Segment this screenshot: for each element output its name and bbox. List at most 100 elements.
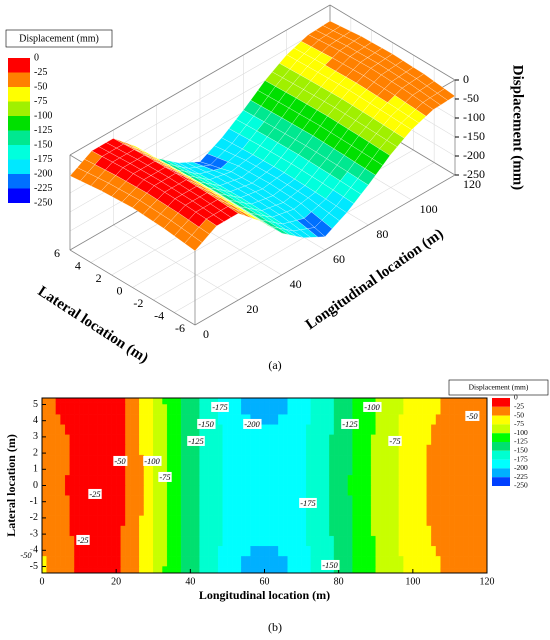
contour-cell bbox=[51, 475, 57, 486]
legend-label: -25 bbox=[34, 67, 47, 78]
contour-cell bbox=[398, 535, 404, 547]
contour-cell bbox=[306, 402, 312, 405]
contour-cell bbox=[139, 485, 145, 496]
contour-cell bbox=[426, 475, 432, 486]
contour-cell bbox=[106, 401, 112, 404]
contour-cell bbox=[273, 569, 279, 572]
contour-cell bbox=[115, 485, 122, 496]
contour-cell bbox=[64, 556, 71, 567]
contour-cell bbox=[60, 414, 66, 425]
contour-cell bbox=[421, 399, 427, 402]
contour-cell bbox=[445, 399, 451, 402]
contour-label-bg bbox=[211, 401, 229, 412]
contour-cell bbox=[347, 465, 353, 476]
contour-cell bbox=[125, 495, 131, 506]
contour-cell bbox=[407, 399, 414, 402]
contour-cell bbox=[162, 401, 168, 404]
contour-cell bbox=[329, 485, 335, 496]
contour-cell bbox=[435, 525, 441, 537]
contour-cell bbox=[389, 569, 395, 572]
contour-cell bbox=[208, 569, 214, 572]
contour-cell bbox=[268, 424, 274, 436]
contour-cell bbox=[264, 465, 270, 476]
contour-cell bbox=[148, 495, 154, 506]
contour-cell bbox=[162, 399, 168, 402]
contour-cell bbox=[102, 454, 108, 466]
contour-cell bbox=[148, 535, 154, 547]
contour-cell bbox=[403, 424, 409, 436]
contour-cell bbox=[403, 546, 409, 557]
contour-cell bbox=[454, 566, 460, 569]
contour-cell bbox=[329, 525, 335, 537]
contour-cell bbox=[273, 485, 279, 496]
contour-cell bbox=[134, 444, 140, 456]
contour-cell bbox=[180, 401, 186, 404]
contour-cell bbox=[287, 401, 293, 404]
contour-cell bbox=[83, 505, 89, 517]
contour-cell bbox=[292, 444, 298, 456]
contour-cell bbox=[268, 525, 274, 537]
contour-cell bbox=[389, 465, 395, 476]
contour-cell bbox=[222, 485, 228, 496]
contour-cell bbox=[338, 525, 344, 537]
contour-cell bbox=[64, 465, 71, 476]
contour-cell bbox=[287, 567, 293, 570]
contour-cell bbox=[310, 424, 316, 436]
contour-cell bbox=[472, 569, 478, 572]
contour-cell bbox=[213, 485, 219, 496]
contour-cell bbox=[333, 444, 339, 456]
contour-cell bbox=[92, 535, 98, 547]
contour-cell bbox=[190, 505, 196, 517]
contour-cell bbox=[125, 465, 131, 476]
contour-cell bbox=[125, 515, 131, 527]
contour-cell bbox=[468, 556, 474, 567]
contour-cell bbox=[153, 546, 159, 557]
contour-cell bbox=[398, 444, 404, 456]
contour-cell bbox=[384, 566, 390, 569]
contour-cell bbox=[306, 424, 312, 436]
contour-cell bbox=[125, 556, 131, 567]
contour-cell bbox=[426, 424, 432, 436]
contour-cell bbox=[199, 454, 205, 466]
contour-cell bbox=[204, 569, 210, 572]
contour-cell bbox=[472, 567, 478, 570]
contour-cell bbox=[245, 546, 251, 557]
contour-cell bbox=[417, 399, 423, 402]
contour-cell bbox=[111, 495, 117, 506]
contour-cell bbox=[412, 414, 418, 425]
contour-cell bbox=[111, 505, 117, 517]
contour-cell bbox=[449, 567, 455, 570]
contour-cell bbox=[194, 505, 200, 517]
contour-cell bbox=[357, 399, 363, 402]
contour-cell bbox=[60, 566, 66, 569]
contour-cell bbox=[468, 566, 474, 569]
contour-cell bbox=[180, 434, 186, 446]
contour-cell bbox=[394, 569, 400, 572]
contour-cell bbox=[482, 401, 487, 404]
contour-cell bbox=[102, 414, 108, 425]
contour-cell bbox=[106, 424, 112, 436]
contour-cell bbox=[148, 505, 154, 517]
contour-cell bbox=[208, 475, 214, 486]
contour-cell bbox=[125, 567, 131, 570]
contour-cell bbox=[435, 515, 441, 527]
contour-cell bbox=[296, 569, 302, 572]
contour-cell bbox=[468, 402, 474, 405]
legend-swatch bbox=[492, 415, 510, 425]
contour-cell bbox=[329, 465, 335, 476]
contour-cell bbox=[324, 401, 330, 404]
contour-cell bbox=[445, 401, 451, 404]
contour-cell bbox=[139, 566, 145, 569]
contour-cell bbox=[458, 465, 465, 476]
contour-cell bbox=[83, 401, 89, 404]
contour-cell bbox=[282, 434, 288, 446]
contour-cell bbox=[329, 444, 335, 456]
contour-cell bbox=[296, 454, 302, 466]
contour-cell bbox=[449, 495, 455, 506]
contour-cell bbox=[407, 424, 414, 436]
contour-cell bbox=[227, 525, 233, 537]
contour-cell bbox=[143, 414, 149, 425]
contour-cell bbox=[222, 424, 228, 436]
contour-cell bbox=[380, 569, 386, 572]
contour-cell bbox=[357, 434, 363, 446]
